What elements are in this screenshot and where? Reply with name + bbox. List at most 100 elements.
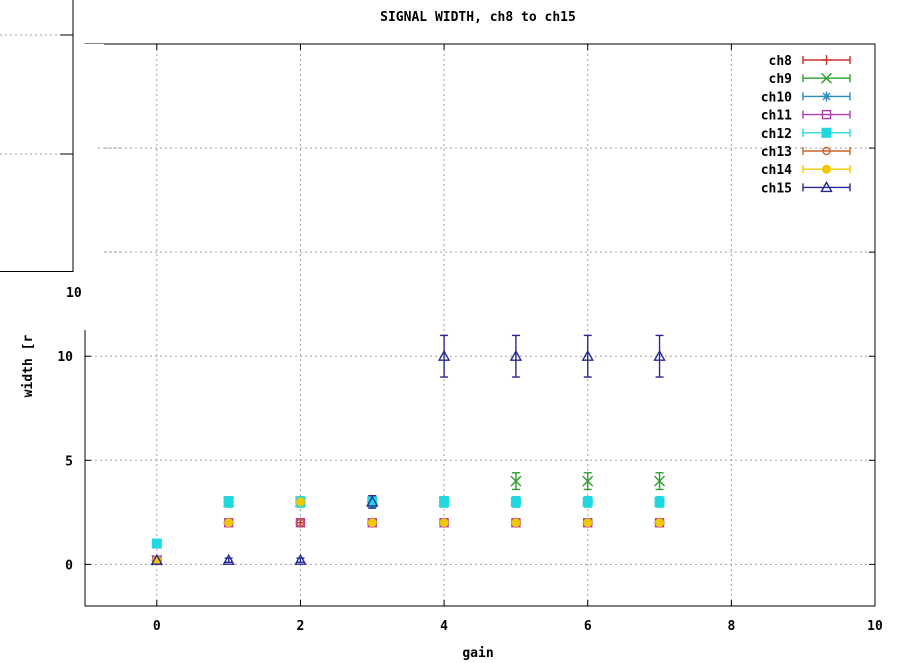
legend-label-ch10: ch10 bbox=[761, 90, 792, 105]
x-tick-label: 8 bbox=[727, 619, 735, 634]
overlay-mask bbox=[74, 290, 98, 330]
data-point-ch13 bbox=[296, 518, 305, 527]
data-point-ch14-part bbox=[655, 518, 665, 528]
legend-marker-ch14 bbox=[822, 164, 831, 174]
data-point-ch15 bbox=[294, 553, 307, 565]
y-axis-label: width [r bbox=[21, 335, 36, 398]
data-point-ch14-part bbox=[439, 518, 449, 528]
x-tick-label: 10 bbox=[867, 619, 883, 634]
error-bar-ch15 bbox=[296, 557, 305, 563]
data-point-ch15 bbox=[581, 349, 594, 361]
legend-marker-ch8 bbox=[821, 55, 832, 65]
data-point-ch15-part bbox=[150, 553, 164, 565]
x-tick-label: 6 bbox=[584, 619, 592, 634]
legend-marker-ch11 bbox=[821, 109, 832, 120]
data-point-ch12 bbox=[510, 496, 521, 507]
data-point-ch14-part bbox=[511, 518, 521, 528]
data-point-ch14 bbox=[295, 497, 305, 507]
data-point-ch14-part bbox=[367, 518, 377, 528]
data-point-ch15-part bbox=[653, 349, 666, 361]
error-bar-ch15 bbox=[583, 334, 592, 378]
x-tick-label: 4 bbox=[440, 619, 448, 634]
legend-marker-ch9 bbox=[821, 72, 832, 84]
legend-label-ch14: ch14 bbox=[761, 163, 792, 178]
data-point-ch14 bbox=[367, 518, 377, 528]
ticks-layer: 0 2 4 6 8 10 0 5 10 bbox=[57, 44, 883, 634]
y-tick-label: 0 bbox=[65, 558, 73, 573]
legend-label-ch13: ch13 bbox=[761, 145, 792, 160]
legend-marker-ch15 bbox=[820, 180, 833, 193]
legend-marker-ch12-part bbox=[821, 127, 832, 138]
overlay-mask bbox=[74, 44, 104, 290]
legend-marker-ch10-part bbox=[822, 92, 831, 101]
error-bar-ch15 bbox=[224, 557, 233, 563]
x-tick-label: 2 bbox=[297, 619, 305, 634]
data-point-ch15 bbox=[150, 553, 164, 565]
legend-marker-ch13 bbox=[822, 146, 831, 156]
legend-label-ch9: ch9 bbox=[769, 72, 792, 87]
error-bar-ch15 bbox=[511, 334, 520, 378]
data-point-ch14-part bbox=[583, 518, 593, 528]
data-point-ch12 bbox=[582, 496, 593, 507]
data-point-ch12-part bbox=[510, 496, 521, 507]
data-point-ch9 bbox=[582, 475, 594, 487]
legend-label-ch8: ch8 bbox=[769, 54, 793, 69]
data-point-ch15 bbox=[366, 495, 379, 507]
data-point-ch15-part bbox=[581, 349, 594, 361]
data-point-ch15-part bbox=[294, 553, 307, 565]
data-point-ch12-part bbox=[654, 496, 665, 507]
data-point-ch15-part bbox=[437, 349, 451, 361]
data-point-ch15 bbox=[437, 349, 451, 361]
y-tick-label: 10 bbox=[57, 350, 73, 365]
data-point-ch14 bbox=[439, 518, 449, 528]
data-point-ch15 bbox=[222, 553, 235, 565]
legend-label-ch15: ch15 bbox=[761, 181, 792, 196]
data-point-ch9 bbox=[654, 475, 666, 487]
data-point-ch14 bbox=[511, 518, 521, 528]
data-point-ch14-part bbox=[224, 518, 234, 528]
data-point-ch14 bbox=[224, 518, 234, 528]
data-point-ch12 bbox=[151, 538, 162, 549]
legend-label-ch11: ch11 bbox=[761, 109, 792, 124]
overlay-window-fragment: 10 bbox=[0, 0, 120, 330]
legend-marker-ch15-part bbox=[820, 180, 833, 193]
x-axis-label: gain bbox=[462, 646, 493, 661]
y-tick-label: 5 bbox=[65, 454, 73, 469]
data-point-ch14-part bbox=[295, 497, 305, 507]
data-point-ch12 bbox=[439, 496, 450, 507]
chart-title: SIGNAL WIDTH, ch8 to ch15 bbox=[380, 10, 576, 25]
data-point-ch12 bbox=[223, 496, 234, 507]
error-bar-ch15 bbox=[655, 334, 664, 378]
data-point-ch12-part bbox=[223, 496, 234, 507]
legend-marker-ch14-part bbox=[822, 164, 831, 174]
data-point-ch12-part bbox=[151, 538, 162, 549]
data-point-ch9-part bbox=[582, 475, 594, 487]
data-point-ch12-part bbox=[439, 496, 450, 507]
data-point-ch9-part bbox=[654, 475, 666, 487]
data-point-ch12-part bbox=[582, 496, 593, 507]
marker-layer bbox=[150, 349, 666, 566]
legend-label-ch12: ch12 bbox=[761, 127, 792, 142]
data-point-ch14 bbox=[583, 518, 593, 528]
data-point-ch15 bbox=[509, 349, 523, 361]
legend-marker-ch9-part bbox=[821, 72, 832, 84]
overlay-window-bg bbox=[0, 0, 73, 272]
data-point-ch9-part bbox=[510, 475, 522, 487]
grid-layer bbox=[85, 44, 875, 606]
legend-marker-ch10 bbox=[821, 91, 832, 102]
data-point-ch14 bbox=[655, 518, 665, 528]
data-point-ch15-part bbox=[222, 553, 235, 565]
data-point-ch15 bbox=[653, 349, 666, 361]
overlay-tick-label: 10 bbox=[66, 286, 82, 301]
legend: ch8 ch9 ch10 ch11 ch12 ch13 ch14 ch15 bbox=[761, 54, 851, 196]
data-point-ch12 bbox=[654, 496, 665, 507]
data-point-ch15-part bbox=[509, 349, 523, 361]
data-point-ch15-part bbox=[366, 495, 379, 507]
data-point-ch13-part bbox=[296, 518, 305, 527]
data-point-ch9 bbox=[510, 475, 522, 487]
legend-marker-ch11-part bbox=[821, 109, 832, 120]
legend-marker-ch12 bbox=[821, 127, 832, 138]
error-bar-ch15 bbox=[440, 334, 449, 378]
